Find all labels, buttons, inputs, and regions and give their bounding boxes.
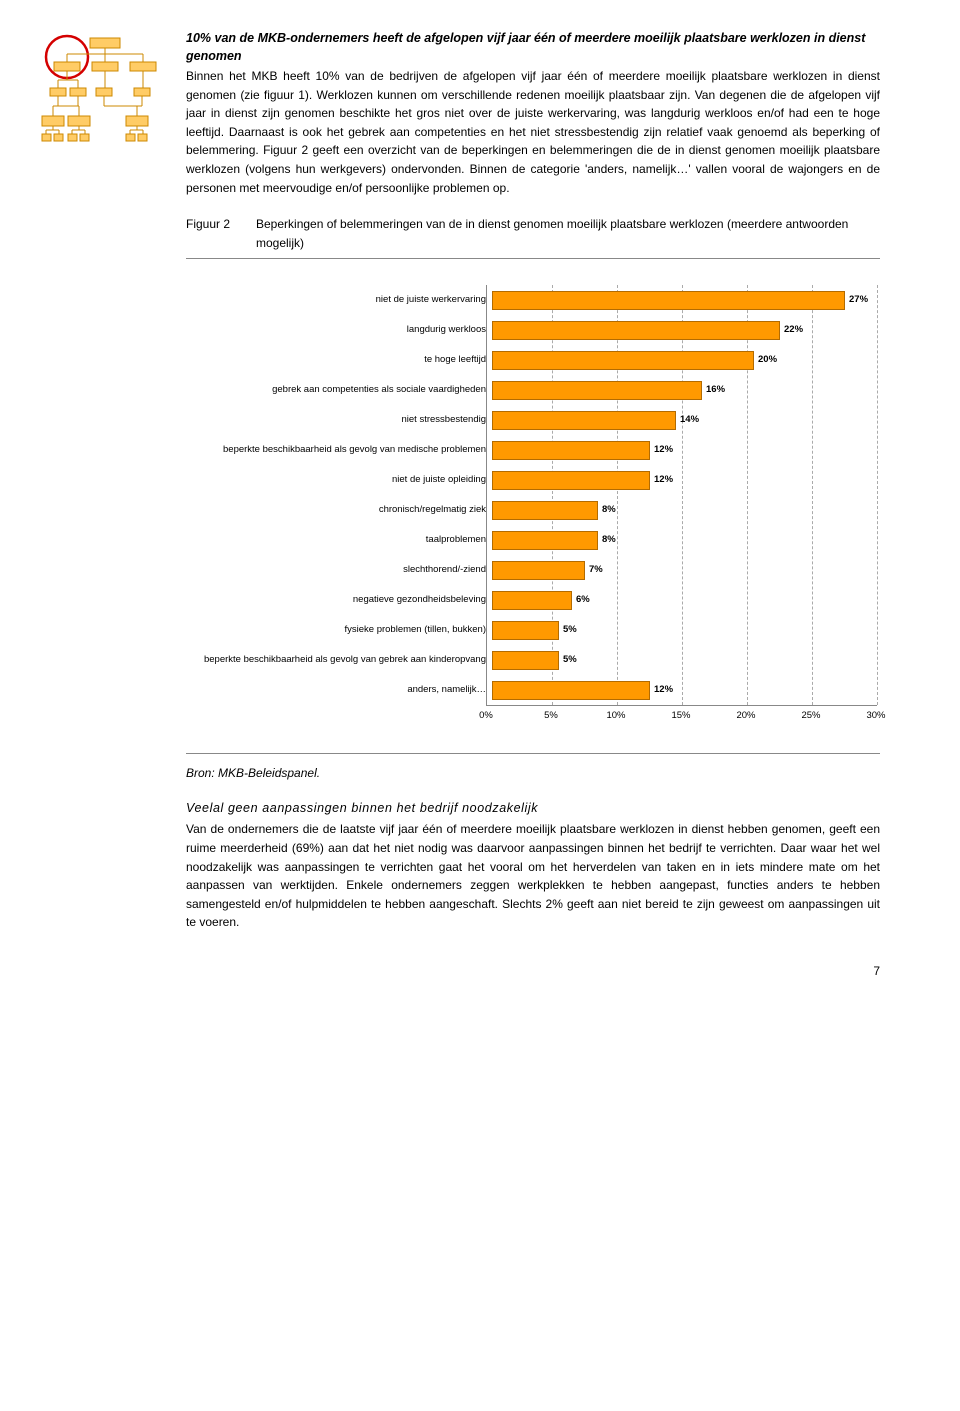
bar-label: langdurig werkloos <box>186 323 492 338</box>
bar-row: taalproblemen 8% <box>186 525 880 555</box>
x-axis-tick: 25% <box>801 709 820 724</box>
bar-track: 5% <box>492 615 882 645</box>
bar <box>492 651 559 670</box>
chart-source: Bron: MKB-Beleidspanel. <box>186 764 880 783</box>
bar-track: 5% <box>492 645 882 675</box>
bar-label: niet stressbestendig <box>186 413 492 428</box>
bar-label: anders, namelijk… <box>186 683 492 698</box>
figure-caption: Figuur 2 Beperkingen of belemmeringen va… <box>186 215 880 259</box>
page-number: 7 <box>40 962 880 981</box>
bar-value: 27% <box>849 293 868 308</box>
bar-row: anders, namelijk… 12% <box>186 675 880 705</box>
bar-track: 8% <box>492 525 882 555</box>
bar-track: 12% <box>492 465 882 495</box>
bar-value: 12% <box>654 443 673 458</box>
bar-row: fysieke problemen (tillen, bukken) 5% <box>186 615 880 645</box>
bar <box>492 411 676 430</box>
bar <box>492 681 650 700</box>
bar-label: taalproblemen <box>186 533 492 548</box>
bar <box>492 561 585 580</box>
figure-rule-bottom-wrap <box>186 753 880 754</box>
bar-label: gebrek aan competenties als sociale vaar… <box>186 383 492 398</box>
bar-track: 8% <box>492 495 882 525</box>
bar <box>492 501 598 520</box>
bar-label: niet de juiste opleiding <box>186 473 492 488</box>
bar <box>492 441 650 460</box>
bar-value: 14% <box>680 413 699 428</box>
bar-track: 12% <box>492 675 882 705</box>
bar-row: niet de juiste opleiding 12% <box>186 465 880 495</box>
bar-label: te hoge leeftijd <box>186 353 492 368</box>
bar-value: 6% <box>576 593 590 608</box>
bar <box>492 621 559 640</box>
bar-value: 20% <box>758 353 777 368</box>
figure-rule-bottom <box>186 753 880 754</box>
bar <box>492 321 780 340</box>
figure-desc: Beperkingen of belemmeringen van de in d… <box>256 215 880 252</box>
bar-label: niet de juiste werkervaring <box>186 293 492 308</box>
bar <box>492 591 572 610</box>
bar-row: langdurig werkloos 22% <box>186 315 880 345</box>
bar-value: 7% <box>589 563 603 578</box>
section1-body: Binnen het MKB heeft 10% van de bedrijve… <box>186 67 880 197</box>
bar-label: negatieve gezondheidsbeleving <box>186 593 492 608</box>
bar-track: 14% <box>492 405 882 435</box>
bar <box>492 351 754 370</box>
x-axis-tick: 0% <box>479 709 493 724</box>
bar-track: 27% <box>492 285 882 315</box>
bar-value: 8% <box>602 503 616 518</box>
bar-label: chronisch/regelmatig ziek <box>186 503 492 518</box>
intro-text: 10% van de MKB-ondernemers heeft de afge… <box>186 30 880 197</box>
bar-value: 22% <box>784 323 803 338</box>
x-axis-tick: 15% <box>671 709 690 724</box>
section-intro: 10% van de MKB-ondernemers heeft de afge… <box>40 30 880 197</box>
bar-row: te hoge leeftijd 20% <box>186 345 880 375</box>
x-axis-tick: 20% <box>736 709 755 724</box>
bar <box>492 381 702 400</box>
section2-heading: Veelal geen aanpassingen binnen het bedr… <box>186 799 880 818</box>
org-chart-icon <box>40 30 170 197</box>
bar-value: 8% <box>602 533 616 548</box>
bar <box>492 291 845 310</box>
bar-value: 16% <box>706 383 725 398</box>
bar-chart: niet de juiste werkervaring 27% langdurig … <box>186 285 880 725</box>
bar-value: 12% <box>654 683 673 698</box>
bar-row: gebrek aan competenties als sociale vaar… <box>186 375 880 405</box>
x-axis-tick: 10% <box>606 709 625 724</box>
bar-label: slechthorend/-ziend <box>186 563 492 578</box>
x-axis-tick: 30% <box>866 709 885 724</box>
bar-track: 20% <box>492 345 882 375</box>
bar <box>492 471 650 490</box>
bar-value: 12% <box>654 473 673 488</box>
bar-label: beperkte beschikbaarheid als gevolg van … <box>186 653 492 668</box>
x-axis: 0%5%10%15%20%25%30% <box>186 705 880 725</box>
figure-key: Figuur 2 <box>186 215 256 252</box>
bar-row: beperkte beschikbaarheid als gevolg van … <box>186 435 880 465</box>
x-axis-tick: 5% <box>544 709 558 724</box>
bar-row: beperkte beschikbaarheid als gevolg van … <box>186 645 880 675</box>
bar-track: 6% <box>492 585 882 615</box>
section2-body: Van de ondernemers die de laatste vijf j… <box>186 820 880 932</box>
bar-row: niet de juiste werkervaring 27% <box>186 285 880 315</box>
figure-rule-top <box>186 258 880 259</box>
bar <box>492 531 598 550</box>
bar-value: 5% <box>563 623 577 638</box>
bar-row: niet stressbestendig 14% <box>186 405 880 435</box>
bar-value: 5% <box>563 653 577 668</box>
bar-track: 16% <box>492 375 882 405</box>
bar-track: 22% <box>492 315 882 345</box>
bar-row: chronisch/regelmatig ziek 8% <box>186 495 880 525</box>
bar-label: fysieke problemen (tillen, bukken) <box>186 623 492 638</box>
section1-heading: 10% van de MKB-ondernemers heeft de afge… <box>186 30 880 65</box>
bar-label: beperkte beschikbaarheid als gevolg van … <box>186 443 492 458</box>
bar-row: negatieve gezondheidsbeleving 6% <box>186 585 880 615</box>
bar-track: 12% <box>492 435 882 465</box>
bar-row: slechthorend/-ziend 7% <box>186 555 880 585</box>
bar-track: 7% <box>492 555 882 585</box>
